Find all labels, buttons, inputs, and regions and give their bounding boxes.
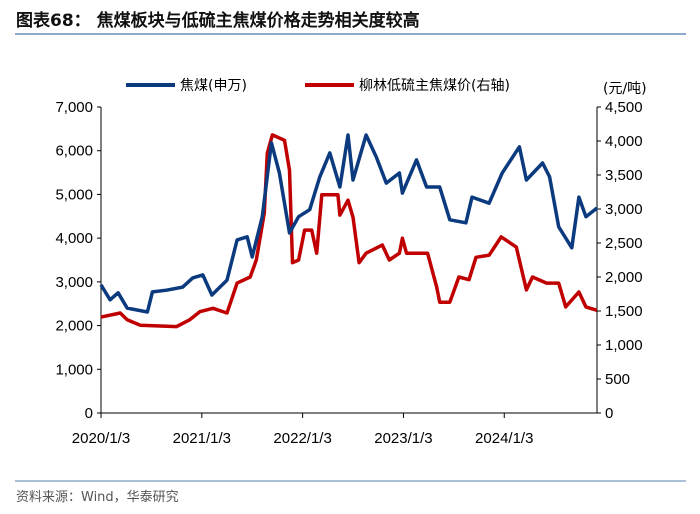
right-axis-tick-label: 4,500 xyxy=(605,99,643,116)
x-axis-tick-label: 2022/1/3 xyxy=(273,430,331,447)
right-axis-tick-label: 500 xyxy=(605,371,630,388)
right-axis-tick-label: 3,000 xyxy=(605,201,643,218)
x-axis-tick-label: 2023/1/3 xyxy=(374,430,432,447)
right-axis-tick-label: 3,500 xyxy=(605,167,643,184)
left-axis-tick-label: 3,000 xyxy=(55,274,93,291)
series-line-coking-coal-index xyxy=(99,133,599,314)
left-axis-tick-label: 5,000 xyxy=(55,186,93,203)
right-axis-tick-label: 1,000 xyxy=(605,337,643,354)
left-axis-tick-label: 4,000 xyxy=(55,230,93,247)
source-note: 资料来源：Wind，华泰研究 xyxy=(16,490,179,505)
axes: 0 1,000 2,000 3,000 4,000 5,000 6,000 7,000 0 500… xyxy=(55,99,642,447)
left-axis-tick-label: 1,000 xyxy=(55,361,93,378)
chart-title: 图表68： 焦煤板块与低硫主焦煤价格走势相关度较高 xyxy=(16,10,420,31)
legend: 焦煤(申万) 柳林低硫主焦煤价(右轴) xyxy=(126,77,510,94)
right-axis-tick-label: 0 xyxy=(605,405,613,422)
x-axis-tick-label: 2020/1/3 xyxy=(72,430,130,447)
series-lines xyxy=(99,133,599,329)
right-axis-unit: (元/吨) xyxy=(603,81,647,97)
x-axis-tick-label: 2024/1/3 xyxy=(475,430,533,447)
left-axis-tick-label: 2,000 xyxy=(55,318,93,335)
right-axis-tick-label: 1,500 xyxy=(605,303,643,320)
left-axis-tick-label: 0 xyxy=(85,405,93,422)
right-axis-tick-label: 2,000 xyxy=(605,269,643,286)
legend-label-coking-coal-index: 焦煤(申万) xyxy=(180,78,247,94)
legend-label-liulin-price: 柳林低硫主焦煤价(右轴) xyxy=(359,77,510,94)
left-axis-tick-label: 7,000 xyxy=(55,99,93,116)
series-line-liulin-price xyxy=(100,133,598,329)
left-axis-tick-label: 6,000 xyxy=(55,143,93,160)
right-axis-tick-label: 4,000 xyxy=(605,133,643,150)
right-axis-tick-label: 2,500 xyxy=(605,235,643,252)
x-axis-tick-label: 2021/1/3 xyxy=(173,430,231,447)
